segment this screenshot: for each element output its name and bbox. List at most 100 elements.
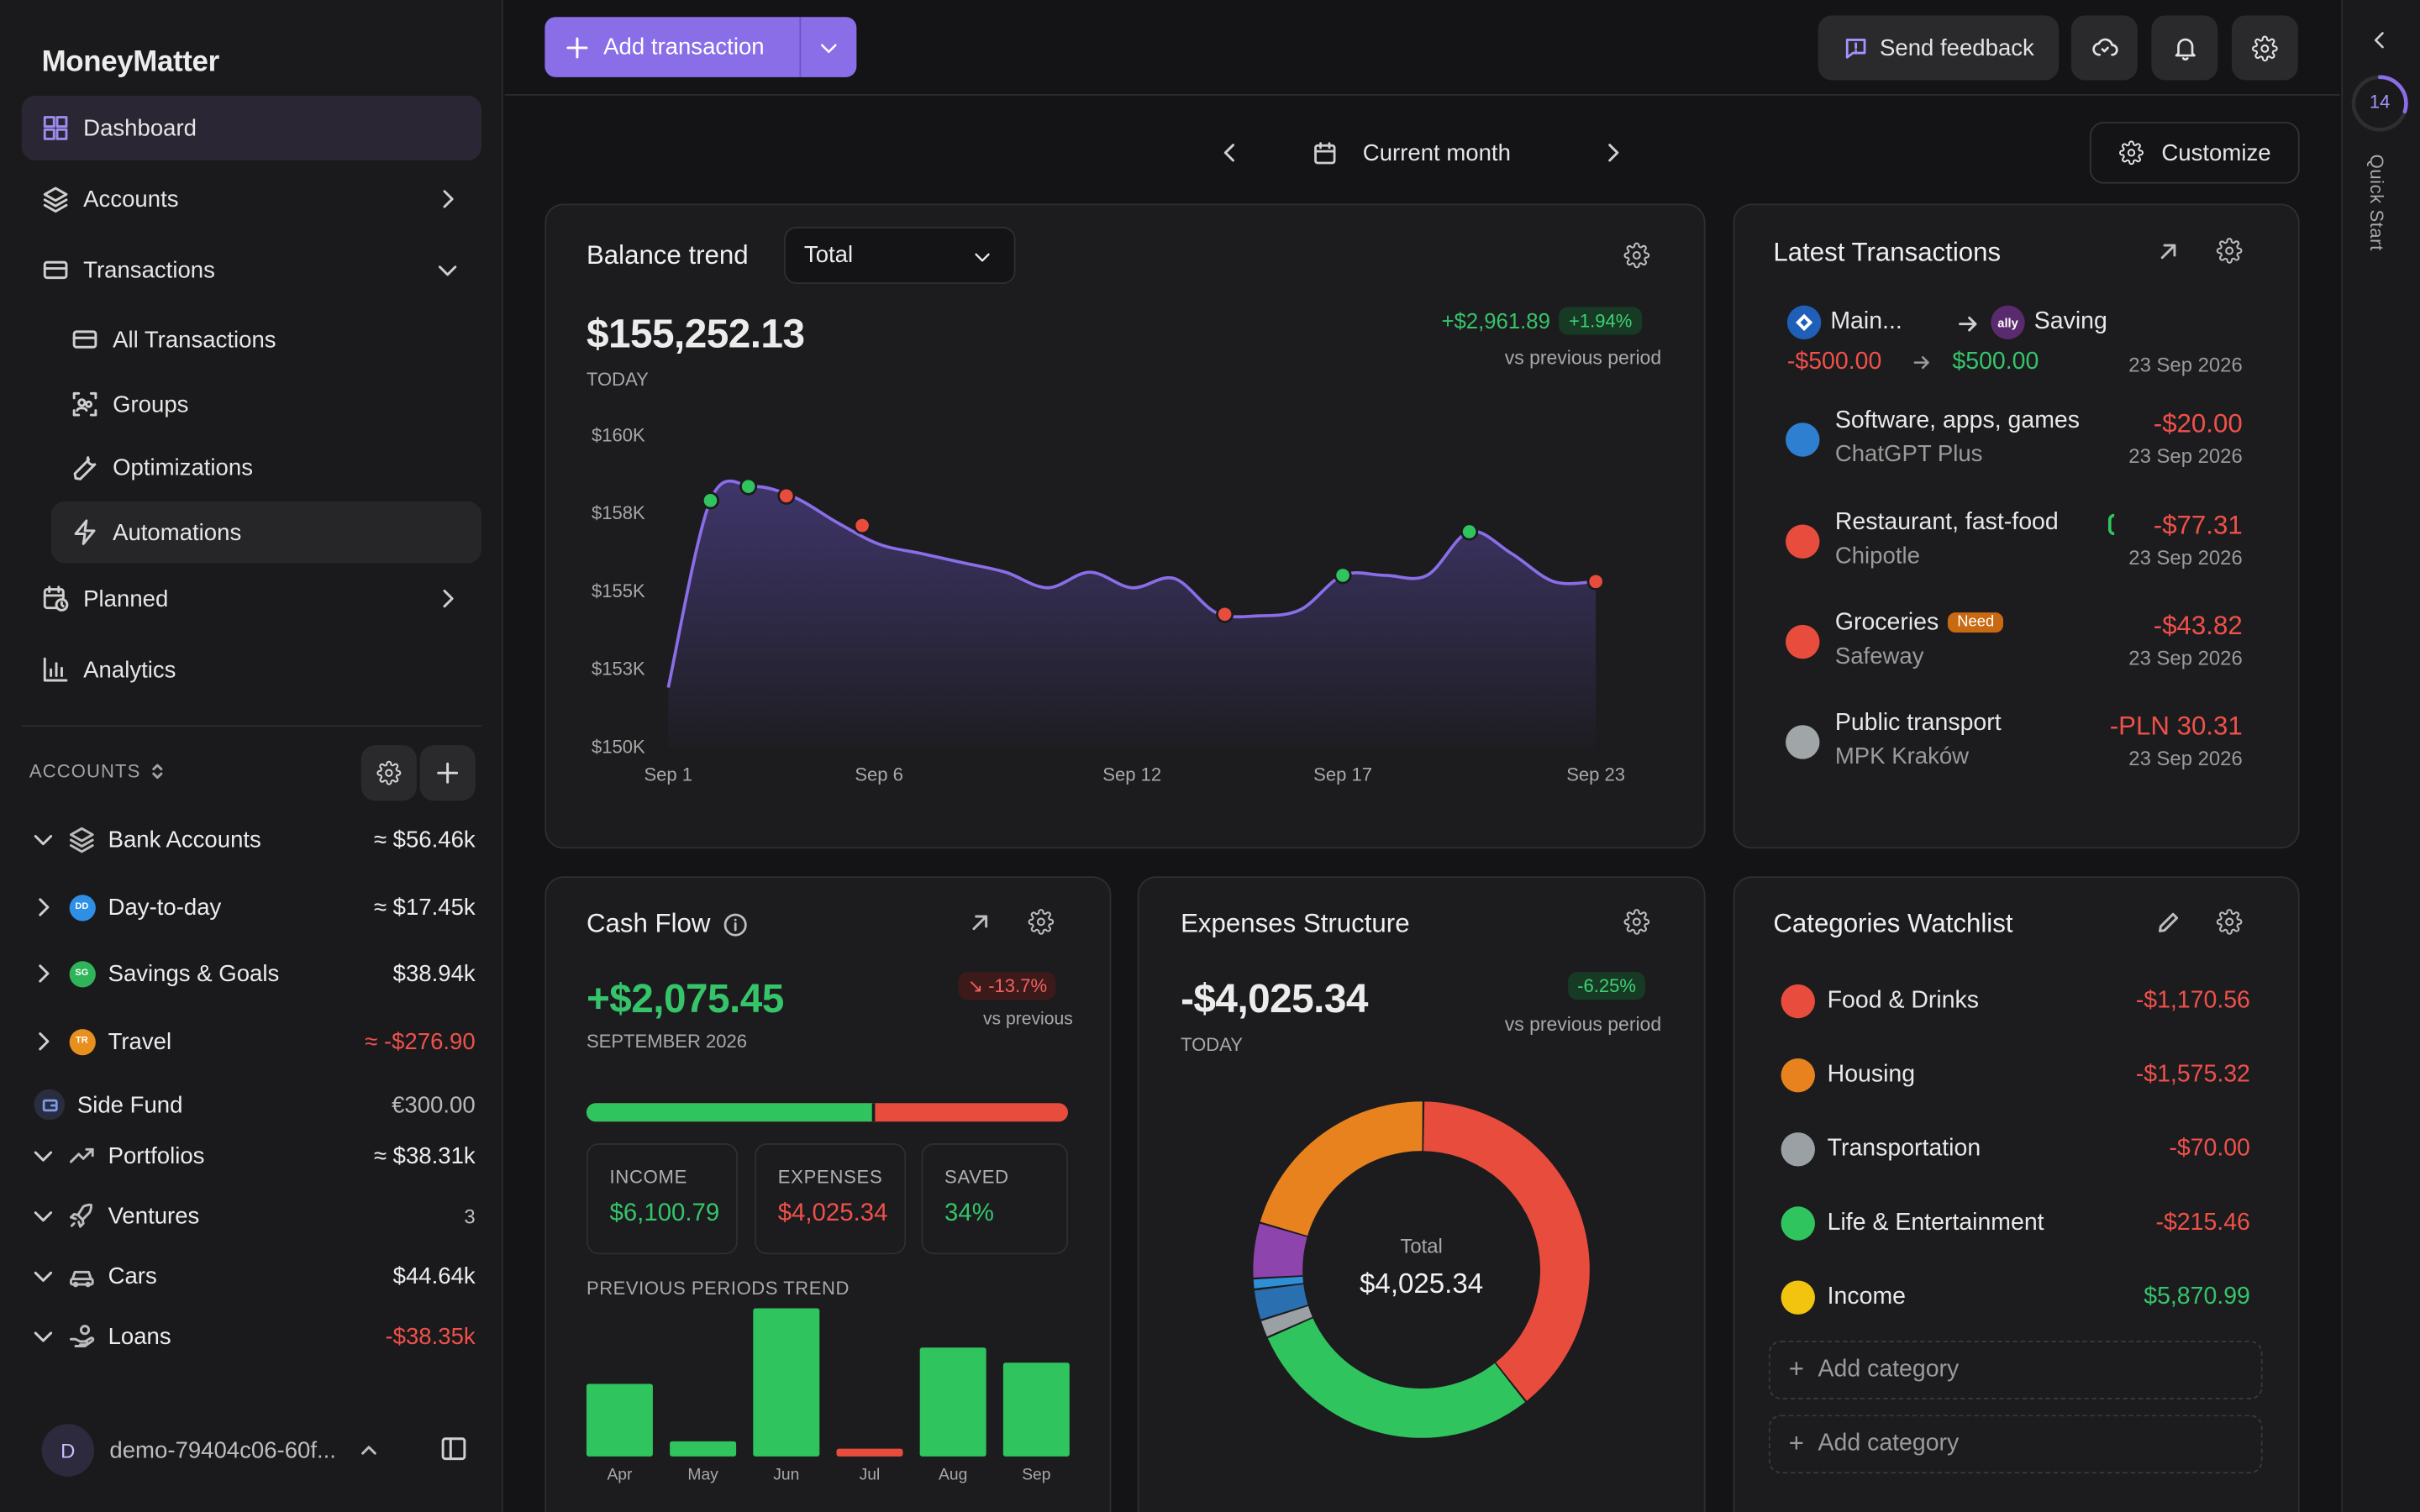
- nav-planned[interactable]: Planned: [22, 566, 481, 631]
- account-row-side-fund[interactable]: Side Fund €300.00: [34, 1082, 476, 1128]
- category-dot: [1781, 1280, 1815, 1315]
- donut-slice[interactable]: [1253, 1276, 1304, 1289]
- nav-all-transactions[interactable]: All Transactions: [51, 308, 481, 370]
- period-label: Current month: [1362, 139, 1511, 166]
- stat-value: $4,025.34: [777, 1200, 888, 1227]
- nav-transactions[interactable]: Transactions: [22, 238, 481, 302]
- donut-slice[interactable]: [1267, 1318, 1526, 1438]
- balance-marker[interactable]: [739, 477, 758, 496]
- add-account-button[interactable]: [419, 745, 476, 801]
- quick-start-progress-ring[interactable]: [2349, 72, 2410, 134]
- sync-button[interactable]: [2070, 15, 2138, 81]
- balance-marker[interactable]: [1334, 566, 1352, 585]
- collapse-sidebar-button[interactable]: [439, 1433, 472, 1467]
- edit-watchlist-button[interactable]: [2156, 911, 2184, 938]
- account-row-travel[interactable]: TR Travel ≈ -$276.90: [31, 1018, 476, 1064]
- trend-bar[interactable]: [670, 1441, 737, 1457]
- accounts-settings-button[interactable]: [360, 745, 417, 801]
- cash-flow-change-pct: ↘ -13.7%: [958, 972, 1057, 1000]
- previous-period-button[interactable]: [1214, 137, 1245, 168]
- info-icon[interactable]: [723, 911, 749, 937]
- watchlist-settings-button[interactable]: [2216, 909, 2244, 937]
- donut-slice[interactable]: [1253, 1223, 1307, 1278]
- customize-button[interactable]: Customize: [2089, 122, 2300, 184]
- trend-bar[interactable]: [836, 1448, 903, 1457]
- balance-scope-select[interactable]: Total: [784, 226, 1016, 284]
- account-row-portfolios[interactable]: Portfolios ≈ $38.31k: [31, 1132, 476, 1179]
- watchlist-row[interactable]: Housing -$1,575.32: [1781, 1055, 2250, 1095]
- trend-bar[interactable]: [1002, 1362, 1070, 1457]
- latest-settings-button[interactable]: [2216, 238, 2244, 265]
- transaction-row[interactable]: Groceries Need Safeway -$43.82 23 Sep 202…: [1786, 609, 2249, 670]
- notifications-button[interactable]: [2151, 15, 2218, 81]
- donut-slice[interactable]: [1260, 1101, 1423, 1236]
- quick-start-label[interactable]: Quick Start: [2365, 154, 2388, 251]
- expenses-settings-button[interactable]: [1623, 909, 1651, 937]
- nav-optimizations[interactable]: Optimizations: [51, 437, 481, 498]
- balance-marker[interactable]: [853, 516, 871, 535]
- pencil-icon: [2158, 912, 2179, 932]
- add-category-label: Add category: [1818, 1356, 1960, 1383]
- settings-button[interactable]: [2231, 15, 2298, 81]
- nav-dashboard[interactable]: Dashboard: [21, 95, 482, 161]
- add-category-button[interactable]: + Add category: [1768, 1341, 2263, 1399]
- chevron-right-icon: [39, 898, 50, 916]
- add-transaction-dropdown[interactable]: [801, 36, 856, 58]
- gear-icon: [2118, 140, 2144, 165]
- account-row-cars[interactable]: Cars $44.64k: [31, 1252, 476, 1299]
- arrow-right-icon: [1959, 316, 1977, 332]
- nav-label: Automations: [113, 519, 242, 546]
- balance-marker[interactable]: [1216, 605, 1234, 623]
- transaction-category: Groceries: [1834, 609, 1939, 636]
- watchlist-row[interactable]: Food & Drinks -$1,170.56: [1781, 981, 2250, 1021]
- period-selector[interactable]: Current month: [1312, 123, 1511, 182]
- account-value: ≈ -$276.90: [365, 1028, 476, 1055]
- collapse-rail-button[interactable]: [2366, 26, 2397, 57]
- account-row-day-to-day[interactable]: DD Day-to-day ≈ $17.45k: [31, 884, 476, 930]
- account-row-bank-accounts[interactable]: Bank Accounts ≈ $56.46k: [31, 816, 476, 863]
- watchlist-row[interactable]: Transportation -$70.00: [1781, 1129, 2250, 1169]
- nav-groups[interactable]: Groups: [51, 373, 481, 434]
- chevron-down-icon: [34, 835, 53, 846]
- watchlist-row[interactable]: Income $5,870.99: [1781, 1278, 2250, 1318]
- user-menu[interactable]: D demo-79404c06-60f...: [22, 1415, 481, 1485]
- nav-analytics[interactable]: Analytics: [22, 638, 481, 702]
- next-period-button[interactable]: [1597, 137, 1628, 168]
- nav-accounts[interactable]: Accounts: [22, 166, 481, 231]
- trend-bar[interactable]: [919, 1347, 986, 1457]
- balance-marker[interactable]: [1460, 522, 1479, 541]
- transaction-row[interactable]: Restaurant, fast-food Chipotle -$77.31 2…: [1786, 509, 2249, 570]
- x-tick-label: Sep 1: [644, 764, 693, 785]
- add-transaction-button[interactable]: Add transaction: [544, 17, 802, 77]
- donut-slice[interactable]: [1423, 1101, 1590, 1401]
- transaction-row[interactable]: Software, apps, games ChatGPT Plus -$20.…: [1786, 407, 2249, 469]
- transfer-row[interactable]: Main... ally Saving -$500.00 $500.00 23 …: [1786, 304, 2249, 385]
- cash-flow-amount: +$2,075.45: [586, 974, 784, 1021]
- trend-bar[interactable]: [586, 1383, 653, 1457]
- donut-slice[interactable]: [1261, 1305, 1313, 1337]
- account-name: Savings & Goals: [108, 960, 280, 987]
- nav-label: Planned: [83, 585, 169, 612]
- nav-automations[interactable]: Automations: [50, 501, 482, 564]
- send-feedback-button[interactable]: Send feedback: [1818, 15, 2060, 81]
- account-row-ventures[interactable]: Ventures 3: [31, 1193, 476, 1239]
- open-latest-transactions-button[interactable]: [2156, 239, 2184, 267]
- transfer-to: Saving: [2033, 308, 2107, 335]
- trend-bar[interactable]: [753, 1308, 820, 1457]
- account-row-savings-goals[interactable]: SG Savings & Goals $38.94k: [31, 950, 476, 996]
- stat-value: $6,100.79: [609, 1200, 720, 1227]
- transaction-row[interactable]: Public transport MPK Kraków -PLN 30.31 2…: [1786, 710, 2249, 771]
- chevron-right-icon: [39, 1032, 50, 1051]
- cash-flow-settings-button[interactable]: [1028, 909, 1055, 937]
- open-cash-flow-button[interactable]: [968, 911, 996, 938]
- watchlist-row[interactable]: Life & Entertainment -$215.46: [1781, 1204, 2250, 1244]
- balance-marker[interactable]: [701, 491, 720, 510]
- balance-marker[interactable]: [1586, 572, 1605, 591]
- accounts-header[interactable]: ACCOUNTS: [29, 760, 167, 782]
- balance-marker[interactable]: [777, 486, 796, 505]
- account-row-loans[interactable]: Loans -$38.35k: [31, 1313, 476, 1359]
- plus-icon: [566, 36, 588, 58]
- donut-slice[interactable]: [1254, 1284, 1308, 1320]
- balance-settings-button[interactable]: [1623, 242, 1651, 270]
- add-category-button[interactable]: + Add category: [1768, 1415, 2263, 1474]
